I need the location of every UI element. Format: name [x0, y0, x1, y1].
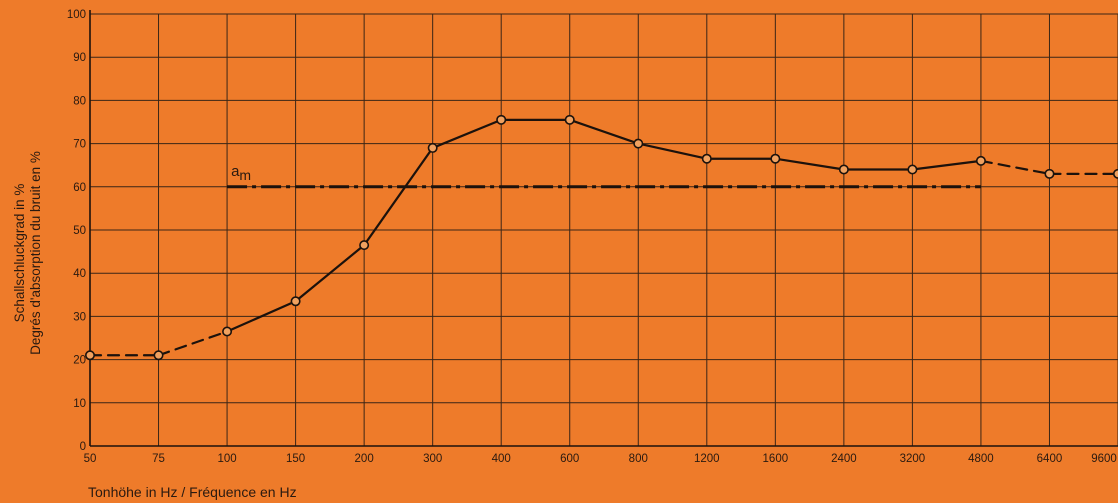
y-tick-label: 30 — [73, 311, 86, 323]
y-tick-label: 10 — [73, 398, 86, 410]
absorption-line-segment — [774, 157, 845, 171]
absorption-line-segment — [911, 159, 983, 171]
absorption-line-segment — [431, 118, 503, 150]
y-axis-title: Schallschluckgrad in % Degrés d'absorpti… — [12, 103, 44, 403]
x-tick-label: 2400 — [831, 453, 857, 465]
absorption-data-point — [85, 350, 96, 361]
absorption-data-point — [496, 114, 507, 125]
absorption-data-point — [427, 142, 438, 153]
x-tick-label: 800 — [629, 453, 648, 465]
y-axis-title-line-1: Schallschluckgrad in % — [12, 183, 27, 323]
absorption-data-point — [153, 350, 164, 361]
absorption-data-point — [701, 153, 712, 164]
x-tick-label: 300 — [423, 453, 442, 465]
absorption-data-point — [633, 138, 644, 149]
absorption-line-segment — [294, 244, 366, 303]
x-tick-label: 200 — [355, 453, 374, 465]
absorption-line-segment — [225, 300, 297, 333]
absorption-data-point — [290, 296, 301, 307]
absorption-line-segment — [637, 142, 708, 160]
absorption-data-point — [770, 153, 781, 164]
x-tick-label: 1600 — [763, 453, 789, 465]
x-tick-label: 400 — [492, 453, 511, 465]
absorption-line-segment — [363, 146, 434, 247]
y-tick-label: 90 — [73, 52, 86, 64]
y-tick-label: 70 — [73, 139, 86, 151]
absorption-data-point — [1113, 168, 1118, 179]
absorption-line-segment — [157, 330, 229, 357]
mean-absorption-label: am — [231, 163, 251, 183]
absorption-line-segment — [568, 118, 640, 145]
series-layer — [88, 118, 1118, 357]
label-layer: 50 75 100 150 200 300 400 600 800 1200 1600 2400 320… — [67, 9, 1117, 465]
x-tick-label: 150 — [286, 453, 305, 465]
absorption-data-point — [975, 155, 986, 166]
x-tick-label: 9600 — [1091, 453, 1117, 465]
x-tick-label: 6400 — [1037, 453, 1063, 465]
x-tick-label: 4800 — [968, 453, 994, 465]
x-tick-label: 100 — [217, 453, 236, 465]
marker-layer — [85, 114, 1118, 361]
absorption-line-segment — [979, 159, 1051, 175]
x-axis-title: Tonhöhe in Hz / Fréquence en Hz — [88, 484, 297, 500]
grid-layer — [89, 10, 1118, 447]
absorption-data-point — [907, 164, 918, 175]
y-tick-label: 40 — [73, 268, 86, 280]
x-tick-label: 75 — [152, 453, 165, 465]
absorption-data-point — [1044, 168, 1055, 179]
absorption-data-point — [359, 240, 370, 251]
absorption-data-point — [564, 114, 575, 125]
absorption-data-point — [838, 164, 849, 175]
y-tick-label: 100 — [67, 9, 86, 21]
y-tick-label: 20 — [73, 355, 86, 367]
x-tick-label: 3200 — [900, 453, 926, 465]
x-tick-label: 600 — [560, 453, 579, 465]
absorption-data-point — [222, 326, 233, 337]
y-axis-title-line-2: Degrés d'absorption du bruit en % — [28, 151, 43, 355]
y-tick-label: 50 — [73, 225, 86, 237]
y-tick-label: 0 — [80, 441, 86, 453]
x-tick-label: 1200 — [694, 453, 720, 465]
y-tick-label: 60 — [73, 182, 86, 194]
x-tick-label: 50 — [84, 453, 97, 465]
y-tick-label: 80 — [73, 95, 86, 107]
